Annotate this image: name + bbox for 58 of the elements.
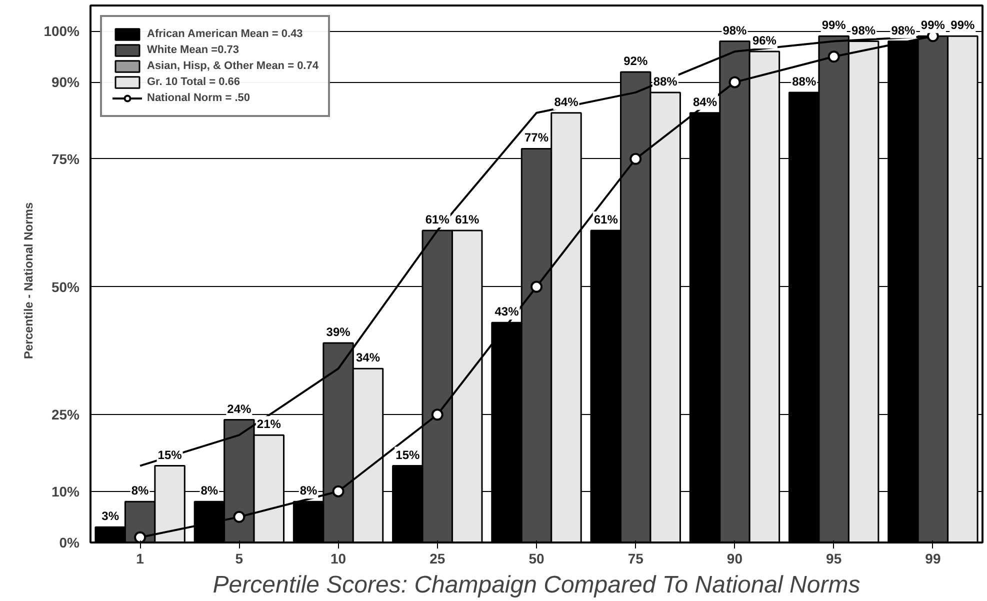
y-tick-label: 50% [51, 278, 80, 295]
x-tick-label: 50 [528, 550, 544, 566]
x-tick-label: 1 [136, 550, 144, 566]
point [630, 152, 642, 165]
y-tick-label: 75% [51, 150, 80, 167]
data-label: 99% [822, 18, 846, 32]
x-tick-label: 90 [726, 550, 743, 566]
data-label: 21% [256, 417, 282, 432]
point [431, 408, 444, 421]
x-tick-label: 99 [925, 550, 941, 566]
data-label: 15% [396, 448, 420, 462]
legend-label: Gr. 10 Total = 0.66 [147, 76, 240, 88]
data-label: 8% [131, 484, 150, 498]
data-label: 24% [227, 402, 252, 416]
y-tick-label: 0% [59, 534, 80, 550]
data-label: 99% [920, 18, 946, 32]
data-label: 61% [594, 212, 618, 227]
x-tick-label: 75 [628, 550, 644, 566]
data-label: 61% [425, 212, 450, 227]
x-tick-label: 95 [826, 550, 842, 566]
x-tick-label: 5 [235, 550, 244, 566]
legend-label: White Mean =0.73 [147, 44, 240, 56]
data-label: 8% [200, 484, 218, 498]
x-tick-label: 10 [330, 550, 346, 566]
data-label: 96% [752, 34, 777, 48]
point [233, 510, 246, 523]
data-label: 61% [455, 212, 480, 227]
data-label: 15% [158, 448, 182, 462]
point [828, 50, 840, 63]
data-label: 34% [356, 350, 380, 365]
data-label: 8% [300, 484, 318, 498]
legend-label: African American Mean = 0.43 [147, 28, 303, 40]
legend-label: Asian, Hisp, & Other Mean = 0.74 [147, 60, 318, 72]
data-label: 88% [792, 74, 816, 88]
x-axis-title: Percentile Scores: Champaign Compared To National Norms [212, 572, 860, 598]
data-label: 39% [326, 325, 351, 340]
data-label: 43% [494, 304, 520, 319]
y-tick-label: 10% [51, 483, 80, 500]
y-tick-label: 25% [51, 406, 80, 423]
data-label: 98% [722, 23, 748, 38]
data-label: 98% [852, 23, 876, 38]
y-tick-label: 90% [51, 74, 80, 90]
data-label: 92% [624, 54, 648, 68]
x-tick-label: 25 [430, 550, 446, 566]
data-label: 77% [524, 130, 549, 145]
point [134, 531, 146, 542]
data-label: 3% [102, 509, 120, 524]
data-label: 84% [554, 94, 579, 109]
point [530, 280, 542, 293]
y-axis-title: Percentile - National Norms [22, 202, 36, 360]
data-label: 99% [950, 18, 976, 32]
point [728, 76, 741, 88]
y-tick-label: 100% [44, 23, 80, 40]
legend-label: National Norm = .50 [147, 92, 250, 104]
data-label: 88% [653, 74, 678, 88]
data-label: 98% [891, 23, 916, 38]
data-label: 84% [692, 94, 718, 109]
point [332, 485, 344, 498]
